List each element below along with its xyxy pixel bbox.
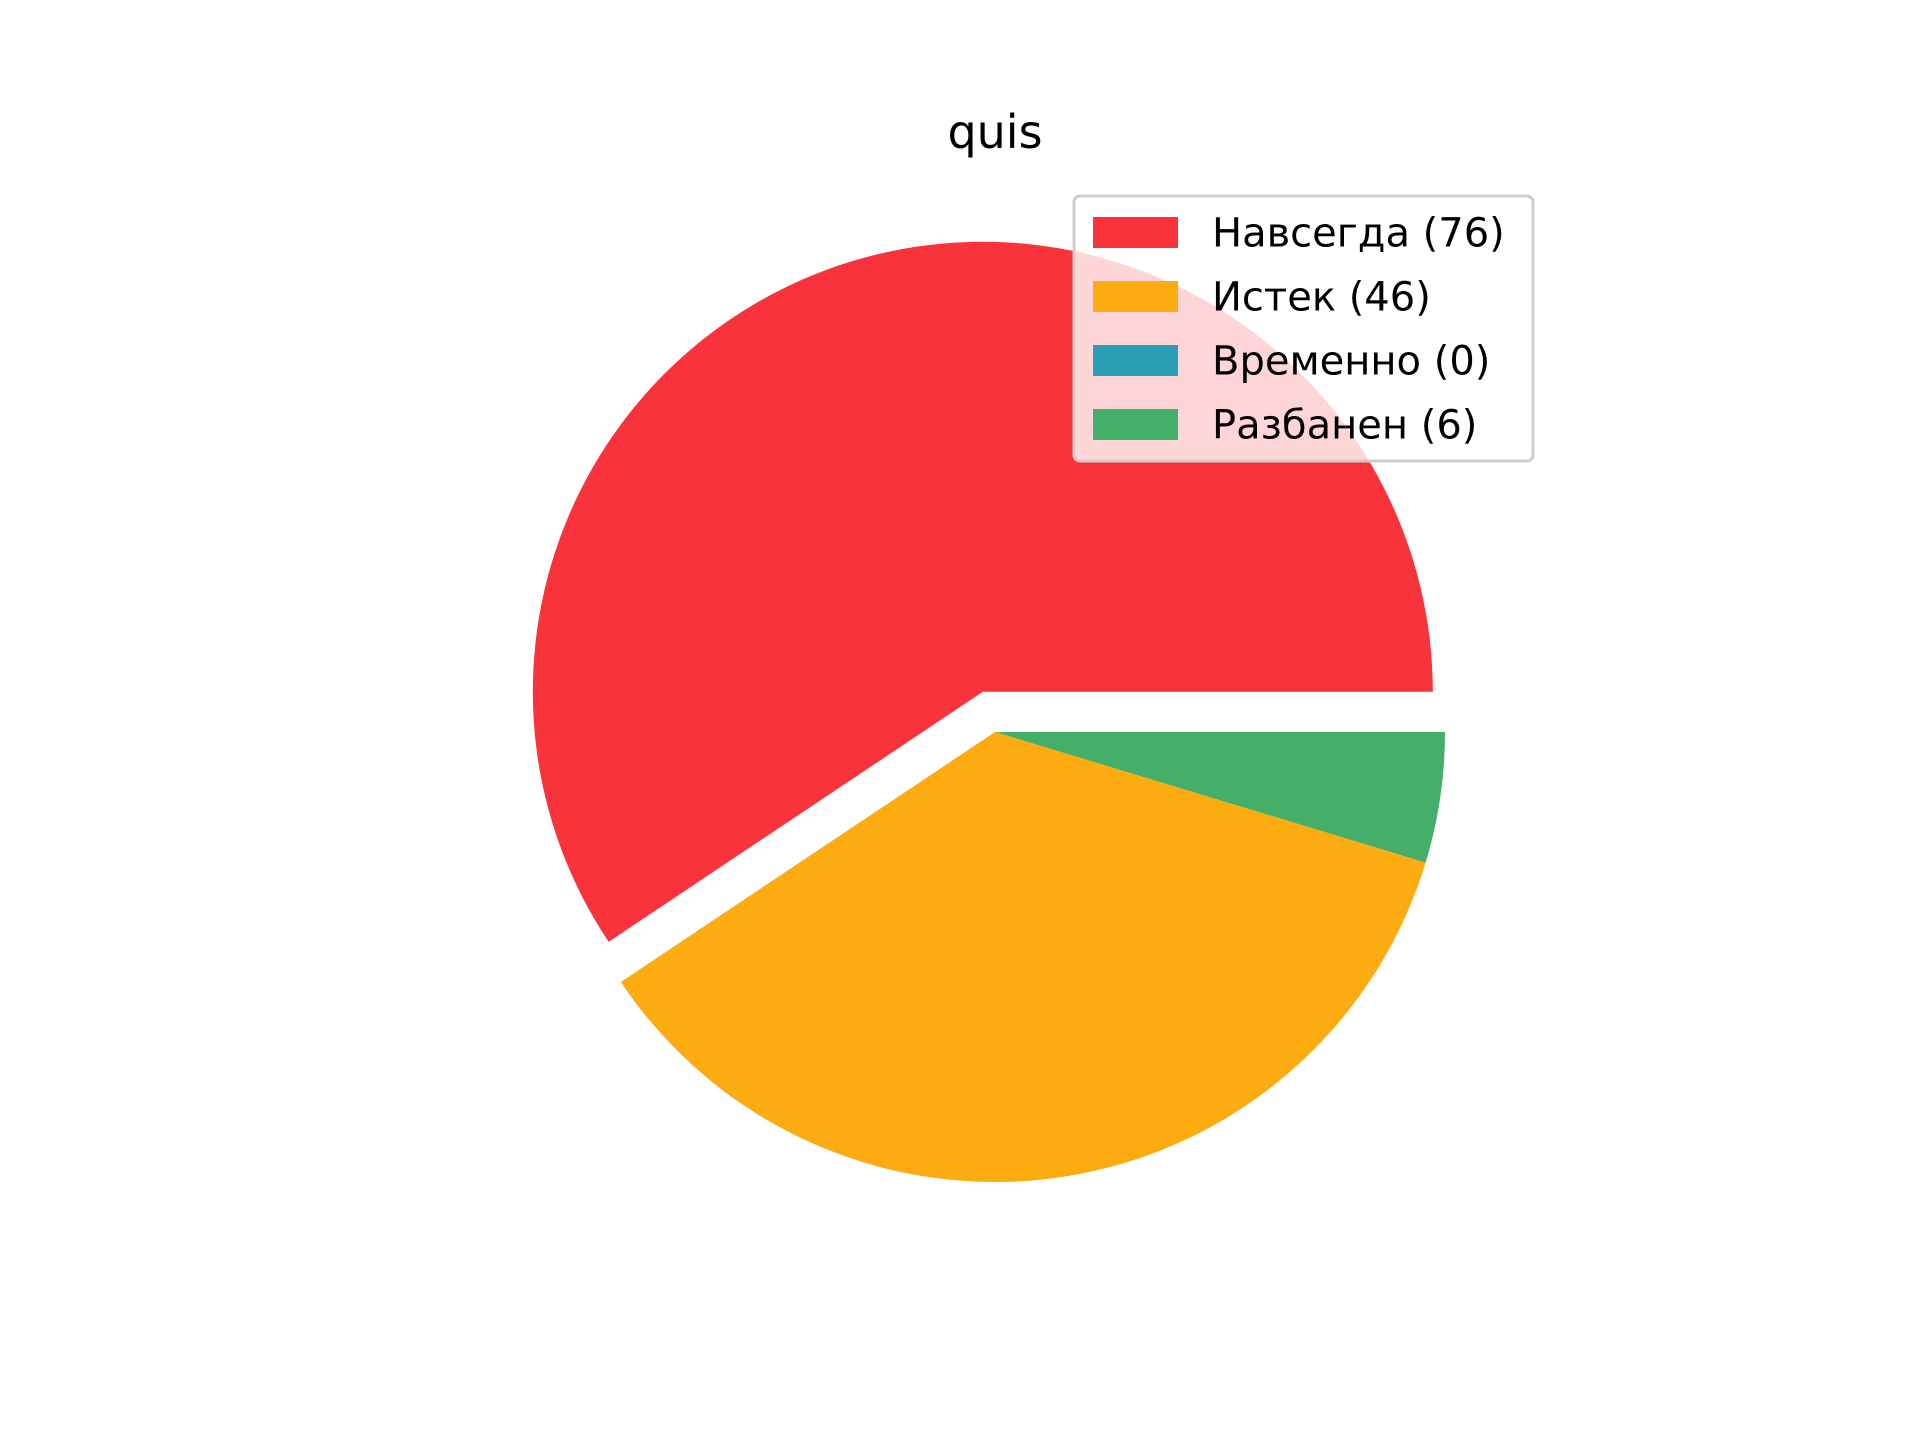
- legend-swatch-2: [1093, 345, 1178, 376]
- legend: Навсегда (76) Истек (46) Временно (0) Разба…: [1072, 194, 1535, 463]
- legend-items: Навсегда (76) Истек (46) Временно (0) Разба…: [1093, 211, 1505, 449]
- legend-swatch-1: [1093, 281, 1178, 312]
- legend-label-1: Истек (46): [1212, 275, 1431, 321]
- legend-label-3: Разбанен (6): [1212, 403, 1477, 449]
- pie-slice-1: [620, 732, 1426, 1183]
- legend-swatch-3: [1093, 409, 1178, 440]
- legend-label-0: Навсегда (76): [1212, 211, 1505, 257]
- pie-slice-3: [995, 732, 1445, 863]
- legend-frame: [1072, 194, 1535, 463]
- legend-swatch-0: [1093, 217, 1178, 248]
- chart-title: quis: [947, 105, 1042, 159]
- legend-label-2: Временно (0): [1212, 339, 1490, 385]
